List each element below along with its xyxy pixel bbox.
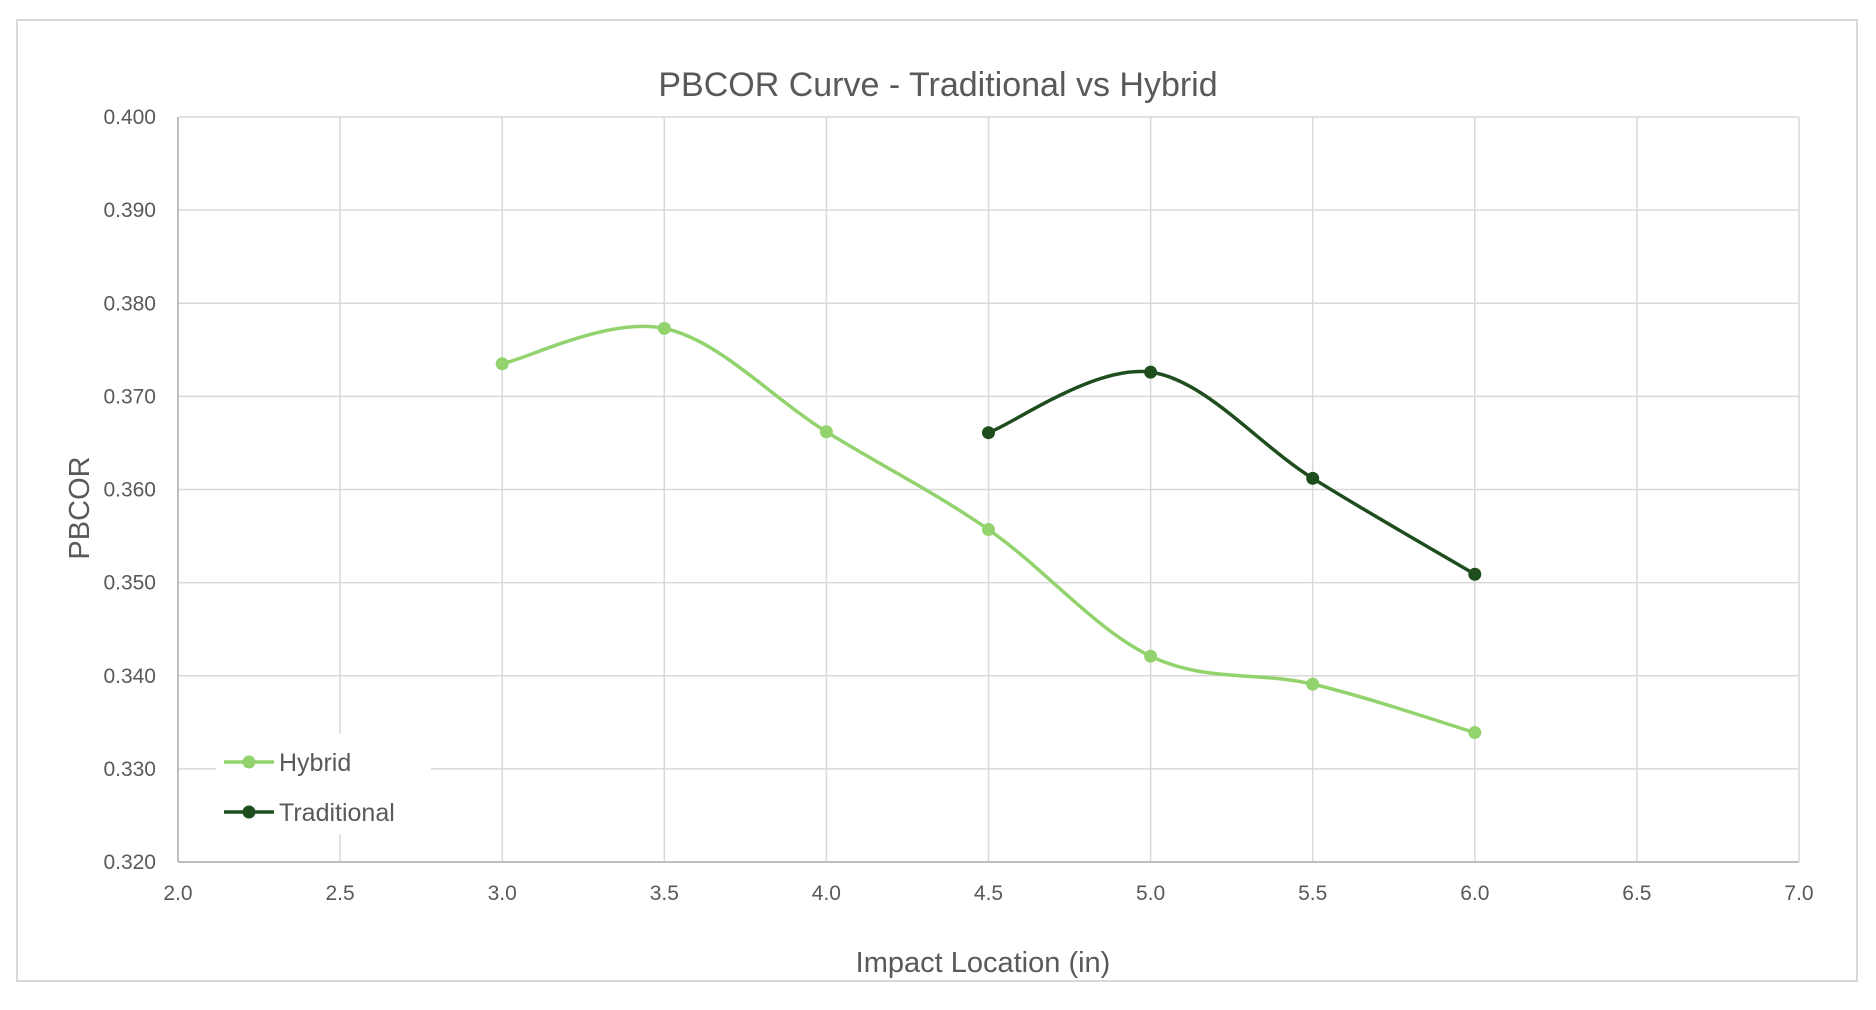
x-axis-title: Impact Location (in) [856, 947, 1111, 979]
y-tick-label: 0.400 [103, 106, 156, 129]
x-tick-label: 4.5 [974, 882, 1003, 905]
gridlines [177, 116, 1800, 863]
x-tick-label: 6.0 [1460, 882, 1489, 905]
y-tick-label: 0.390 [103, 199, 156, 222]
y-tick-label: 0.380 [103, 292, 156, 315]
y-tick-label: 0.330 [103, 758, 156, 781]
chart-title: PBCOR Curve - Traditional vs Hybrid [658, 66, 1217, 104]
x-tick-label: 5.0 [1136, 882, 1165, 905]
data-point-traditional [982, 426, 995, 440]
x-tick-label: 7.0 [1784, 882, 1813, 905]
data-point-hybrid [495, 357, 509, 371]
x-tick-label: 2.5 [325, 882, 354, 905]
legend-marker-traditional [242, 805, 256, 819]
series-hybrid [495, 321, 1482, 740]
data-point-traditional [1144, 365, 1158, 379]
y-tick-label: 0.350 [103, 572, 156, 595]
data-point-hybrid [1306, 677, 1320, 691]
x-tick-label: 5.5 [1298, 882, 1327, 905]
series-line-traditional [986, 369, 1477, 576]
chart-svg: 2.0 2.5 3.0 3.5 4.0 4.5 5.0 5.5 6.0 6.5 7.0 0.320 0.… [64, 66, 1814, 979]
data-point-hybrid [982, 523, 995, 537]
chart-area: 2.0 2.5 3.0 3.5 4.0 4.5 5.0 5.5 6.0 6.5 7.0 0.320 0.… [16, 19, 1858, 982]
x-tick-label: 2.0 [163, 882, 192, 905]
legend: Hybrid Traditional [216, 734, 431, 834]
data-point-traditional [1468, 567, 1482, 581]
legend-label-traditional: Traditional [279, 799, 395, 827]
data-point-hybrid [1144, 649, 1158, 663]
tick-labels: 2.0 2.5 3.0 3.5 4.0 4.5 5.0 5.5 6.0 6.5 7.0 0.320 0.… [103, 106, 1813, 905]
x-tick-label: 4.0 [812, 882, 841, 905]
data-point-hybrid [1468, 726, 1482, 740]
x-tick-label: 3.5 [650, 882, 679, 905]
legend-marker-hybrid [242, 755, 256, 769]
legend-label-hybrid: Hybrid [279, 749, 351, 777]
series-lines [495, 321, 1482, 740]
data-point-hybrid [657, 321, 671, 335]
data-point-traditional [1306, 471, 1320, 485]
y-tick-label: 0.320 [103, 851, 156, 874]
y-axis-title: PBCOR [64, 456, 96, 559]
y-tick-label: 0.370 [103, 385, 156, 408]
data-point-hybrid [819, 425, 833, 439]
x-tick-label: 3.0 [488, 882, 517, 905]
y-tick-label: 0.360 [103, 479, 156, 502]
y-tick-label: 0.340 [103, 665, 156, 688]
x-tick-label: 6.5 [1622, 882, 1651, 905]
series-traditional [982, 365, 1482, 581]
